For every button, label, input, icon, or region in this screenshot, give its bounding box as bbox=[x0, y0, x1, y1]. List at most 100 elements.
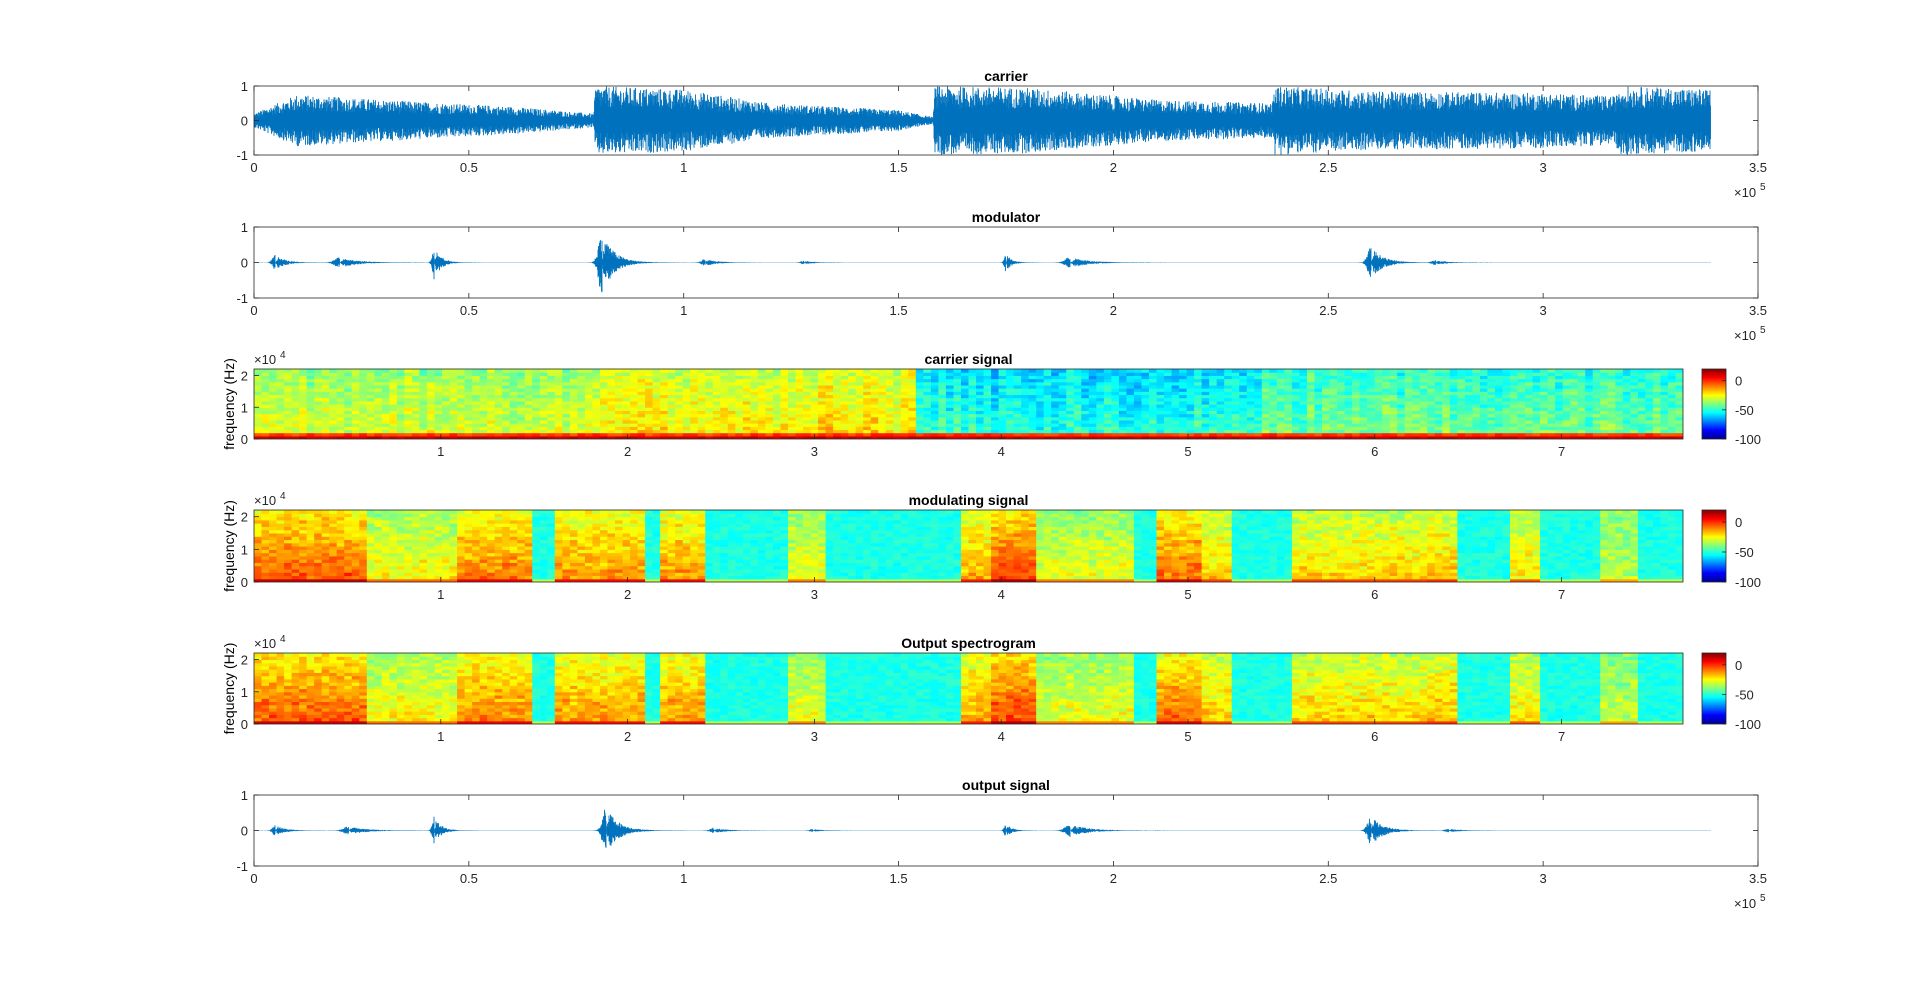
colorbar-tick-label: -50 bbox=[1735, 687, 1754, 702]
x-tick-label: 2.5 bbox=[1319, 160, 1337, 175]
x-tick-label: 1 bbox=[680, 160, 687, 175]
x-tick-label: 3 bbox=[1540, 871, 1547, 886]
y-axis-label: frequency (Hz) bbox=[221, 358, 237, 450]
x-tick-label: 7 bbox=[1558, 444, 1565, 459]
colorbar-tick-label: 0 bbox=[1735, 658, 1742, 673]
x-tick-label: 1 bbox=[437, 444, 444, 459]
y-tick-label: 2 bbox=[241, 653, 248, 668]
x-tick-label: 4 bbox=[998, 729, 1005, 744]
x-tick-label: 1 bbox=[437, 729, 444, 744]
x-tick-label: 3 bbox=[1540, 160, 1547, 175]
x-tick-label: 1.5 bbox=[890, 160, 908, 175]
subplot-4: modulating signal 1 2 3 4 5 6 7 0 1 2 ×10 4 frequency… bbox=[221, 491, 1761, 602]
x-tick-label: 3 bbox=[1540, 303, 1547, 318]
x-exponent-value: 5 bbox=[1760, 325, 1766, 336]
y-exponent-value: 4 bbox=[280, 491, 286, 502]
y-tick-label: -1 bbox=[236, 148, 248, 163]
x-tick-label: 0.5 bbox=[460, 160, 478, 175]
y-tick-label: 0 bbox=[241, 256, 248, 271]
x-exponent-label: ×10 bbox=[1734, 185, 1756, 200]
x-tick-label: 2 bbox=[1110, 160, 1117, 175]
x-tick-label: 1 bbox=[680, 871, 687, 886]
y-tick-label: 2 bbox=[241, 369, 248, 384]
colorbar-tick-label: -50 bbox=[1735, 545, 1754, 560]
x-tick-label: 1 bbox=[437, 587, 444, 602]
colorbar-tick-label: -100 bbox=[1735, 575, 1761, 590]
plot-area bbox=[254, 653, 1683, 724]
x-exponent-value: 5 bbox=[1760, 182, 1766, 193]
y-tick-label: -1 bbox=[236, 859, 248, 874]
x-tick-label: 2 bbox=[624, 729, 631, 744]
subplot-title: modulating signal bbox=[909, 492, 1029, 508]
plot-area bbox=[254, 240, 1711, 293]
subplot-3: carrier signal 1 2 3 4 5 6 7 0 1 2 ×10 4 frequency (H… bbox=[221, 350, 1761, 459]
x-tick-label: 3 bbox=[811, 587, 818, 602]
y-tick-label: 1 bbox=[241, 220, 248, 235]
x-tick-label: 0 bbox=[250, 871, 257, 886]
x-tick-label: 4 bbox=[998, 587, 1005, 602]
y-tick-label: 1 bbox=[241, 542, 248, 557]
x-tick-label: 1.5 bbox=[890, 303, 908, 318]
axes-box bbox=[253, 652, 1684, 725]
x-tick-label: 2.5 bbox=[1319, 871, 1337, 886]
x-tick-label: 2 bbox=[624, 587, 631, 602]
x-tick-label: 7 bbox=[1558, 729, 1565, 744]
y-tick-label: 1 bbox=[241, 400, 248, 415]
x-tick-label: 4 bbox=[998, 444, 1005, 459]
x-tick-label: 7 bbox=[1558, 587, 1565, 602]
axes-box bbox=[253, 368, 1684, 440]
x-tick-label: 3 bbox=[811, 444, 818, 459]
y-exponent-label: ×10 bbox=[254, 352, 276, 367]
y-exponent-value: 4 bbox=[280, 350, 286, 361]
y-tick-label: 1 bbox=[241, 79, 248, 94]
x-tick-label: 5 bbox=[1184, 587, 1191, 602]
y-exponent-value: 4 bbox=[280, 634, 286, 645]
waveform-series bbox=[254, 240, 1711, 293]
plot-area bbox=[254, 510, 1683, 582]
y-tick-label: 0 bbox=[241, 824, 248, 839]
x-tick-label: 2 bbox=[1110, 303, 1117, 318]
colorbar-tick-label: 0 bbox=[1735, 515, 1742, 530]
colorbar-tick-label: -50 bbox=[1735, 403, 1754, 418]
colorbar-tick-label: -100 bbox=[1735, 432, 1761, 447]
y-tick-label: 1 bbox=[241, 685, 248, 700]
x-tick-label: 3.5 bbox=[1749, 871, 1767, 886]
subplot-5: Output spectrogram 1 2 3 4 5 6 7 0 1 2 ×10 4 frequenc… bbox=[221, 634, 1761, 744]
x-tick-label: 1.5 bbox=[890, 871, 908, 886]
x-tick-label: 3 bbox=[811, 729, 818, 744]
x-tick-label: 3.5 bbox=[1749, 160, 1767, 175]
x-tick-label: 0 bbox=[250, 160, 257, 175]
x-tick-label: 0.5 bbox=[460, 871, 478, 886]
y-exponent-label: ×10 bbox=[254, 493, 276, 508]
subplot-title: modulator bbox=[972, 209, 1041, 225]
x-exponent-label: ×10 bbox=[1734, 328, 1756, 343]
x-exponent-value: 5 bbox=[1760, 893, 1766, 904]
plot-area bbox=[254, 86, 1711, 155]
subplot-title: carrier signal bbox=[925, 351, 1013, 367]
x-tick-label: 0.5 bbox=[460, 303, 478, 318]
waveform-series bbox=[254, 86, 1711, 155]
plot-area bbox=[254, 369, 1683, 439]
y-tick-label: 0 bbox=[241, 717, 248, 732]
x-tick-label: 5 bbox=[1184, 729, 1191, 744]
colorbar-tick-label: 0 bbox=[1735, 374, 1742, 389]
axes-box bbox=[253, 509, 1684, 583]
colorbar bbox=[1701, 652, 1727, 725]
y-tick-label: 1 bbox=[241, 788, 248, 803]
y-axis-label: frequency (Hz) bbox=[221, 500, 237, 592]
y-tick-label: 0 bbox=[241, 114, 248, 129]
subplot-title: Output spectrogram bbox=[901, 635, 1036, 651]
subplot-title: carrier bbox=[984, 68, 1028, 84]
x-tick-label: 5 bbox=[1184, 444, 1191, 459]
y-axis-label: frequency (Hz) bbox=[221, 643, 237, 735]
x-tick-label: 6 bbox=[1371, 444, 1378, 459]
x-tick-label: 6 bbox=[1371, 729, 1378, 744]
colorbar bbox=[1701, 509, 1727, 583]
x-tick-label: 2.5 bbox=[1319, 303, 1337, 318]
y-tick-label: 0 bbox=[241, 432, 248, 447]
